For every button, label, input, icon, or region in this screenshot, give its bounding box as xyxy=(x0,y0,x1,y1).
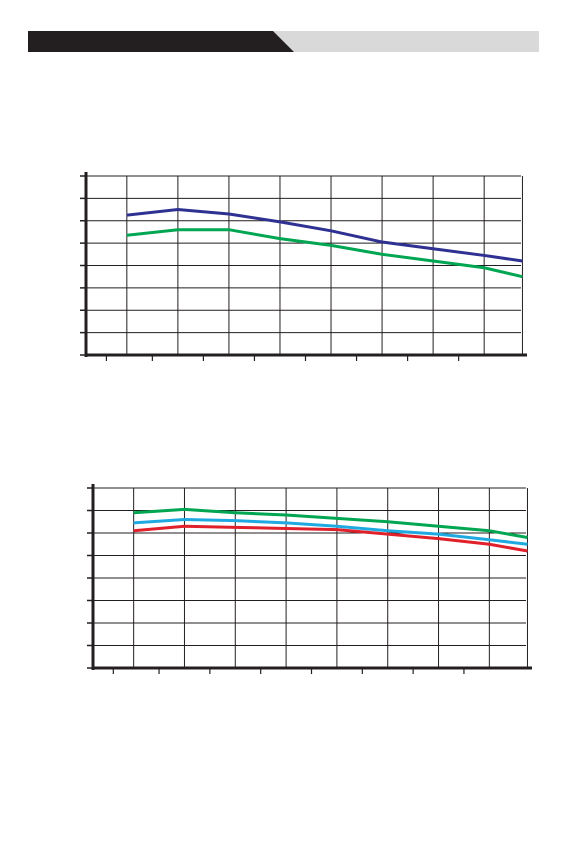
data-line xyxy=(133,507,528,539)
header-band-light xyxy=(273,31,539,52)
header-band-dark xyxy=(28,31,294,52)
data-line xyxy=(133,517,528,546)
data-line xyxy=(126,208,523,263)
data-line xyxy=(133,524,528,553)
data-line xyxy=(126,228,523,279)
